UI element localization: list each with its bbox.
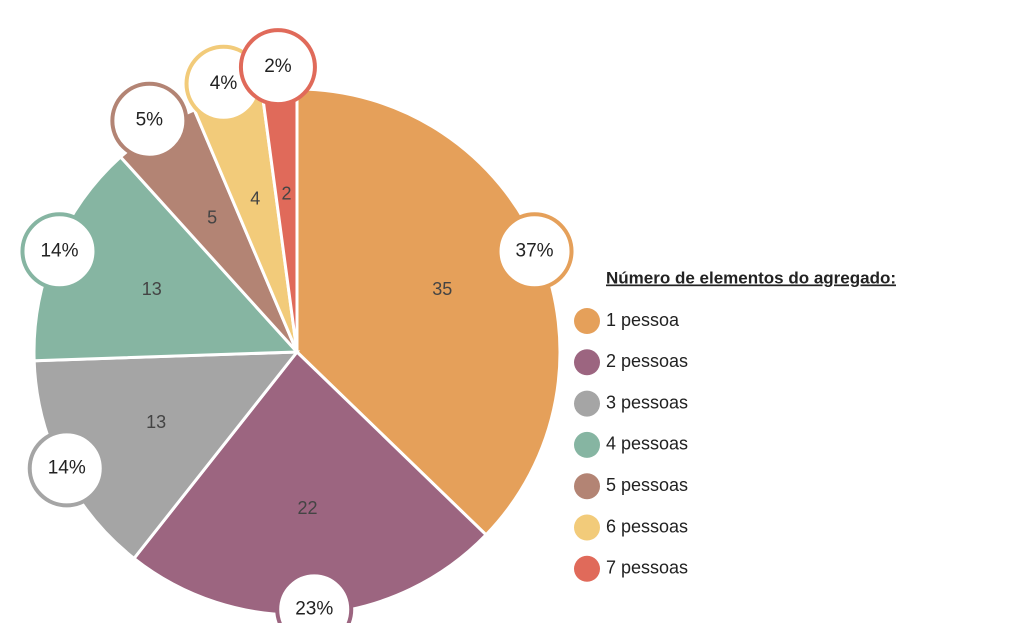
- legend-label: 2 pessoas: [606, 351, 688, 371]
- legend-label: 6 pessoas: [606, 516, 688, 536]
- percent-label: 37%: [516, 240, 554, 261]
- legend-swatch: [574, 349, 600, 376]
- percent-badge: [238, 28, 317, 107]
- percent-badge: [275, 570, 354, 623]
- legend-swatch: [574, 431, 600, 458]
- legend-title: Número de elementos do agregado:: [606, 268, 896, 287]
- slice-value-label: 5: [207, 208, 217, 228]
- percent-label: 2%: [264, 56, 292, 77]
- percent-badge: [110, 81, 189, 160]
- percent-badge: [20, 212, 99, 291]
- slice-value-label: 13: [146, 412, 166, 432]
- legend-label: 4 pessoas: [606, 434, 688, 454]
- slice-value-label: 22: [298, 498, 318, 518]
- legend-swatch: [574, 473, 600, 500]
- legend-label: 1 pessoa: [606, 310, 680, 330]
- legend-label: 3 pessoas: [606, 392, 688, 412]
- legend-swatch: [574, 390, 600, 417]
- slice-value-label: 2: [281, 183, 291, 203]
- slice-value-label: 13: [142, 279, 162, 299]
- slice-value-label: 35: [432, 279, 452, 299]
- slice-value-label: 4: [250, 189, 260, 209]
- legend-label: 7 pessoas: [606, 558, 688, 578]
- legend-swatch: [574, 555, 600, 582]
- percent-label: 5%: [136, 110, 164, 131]
- percent-label: 23%: [295, 598, 333, 619]
- percent-label: 14%: [48, 457, 86, 478]
- legend-label: 5 pessoas: [606, 475, 688, 495]
- legend-swatch: [574, 514, 600, 541]
- legend-swatch: [574, 308, 600, 334]
- percent-badge: [27, 429, 106, 508]
- percent-label: 4%: [210, 73, 238, 94]
- percent-label: 14%: [40, 240, 78, 261]
- percent-badge: [495, 212, 574, 291]
